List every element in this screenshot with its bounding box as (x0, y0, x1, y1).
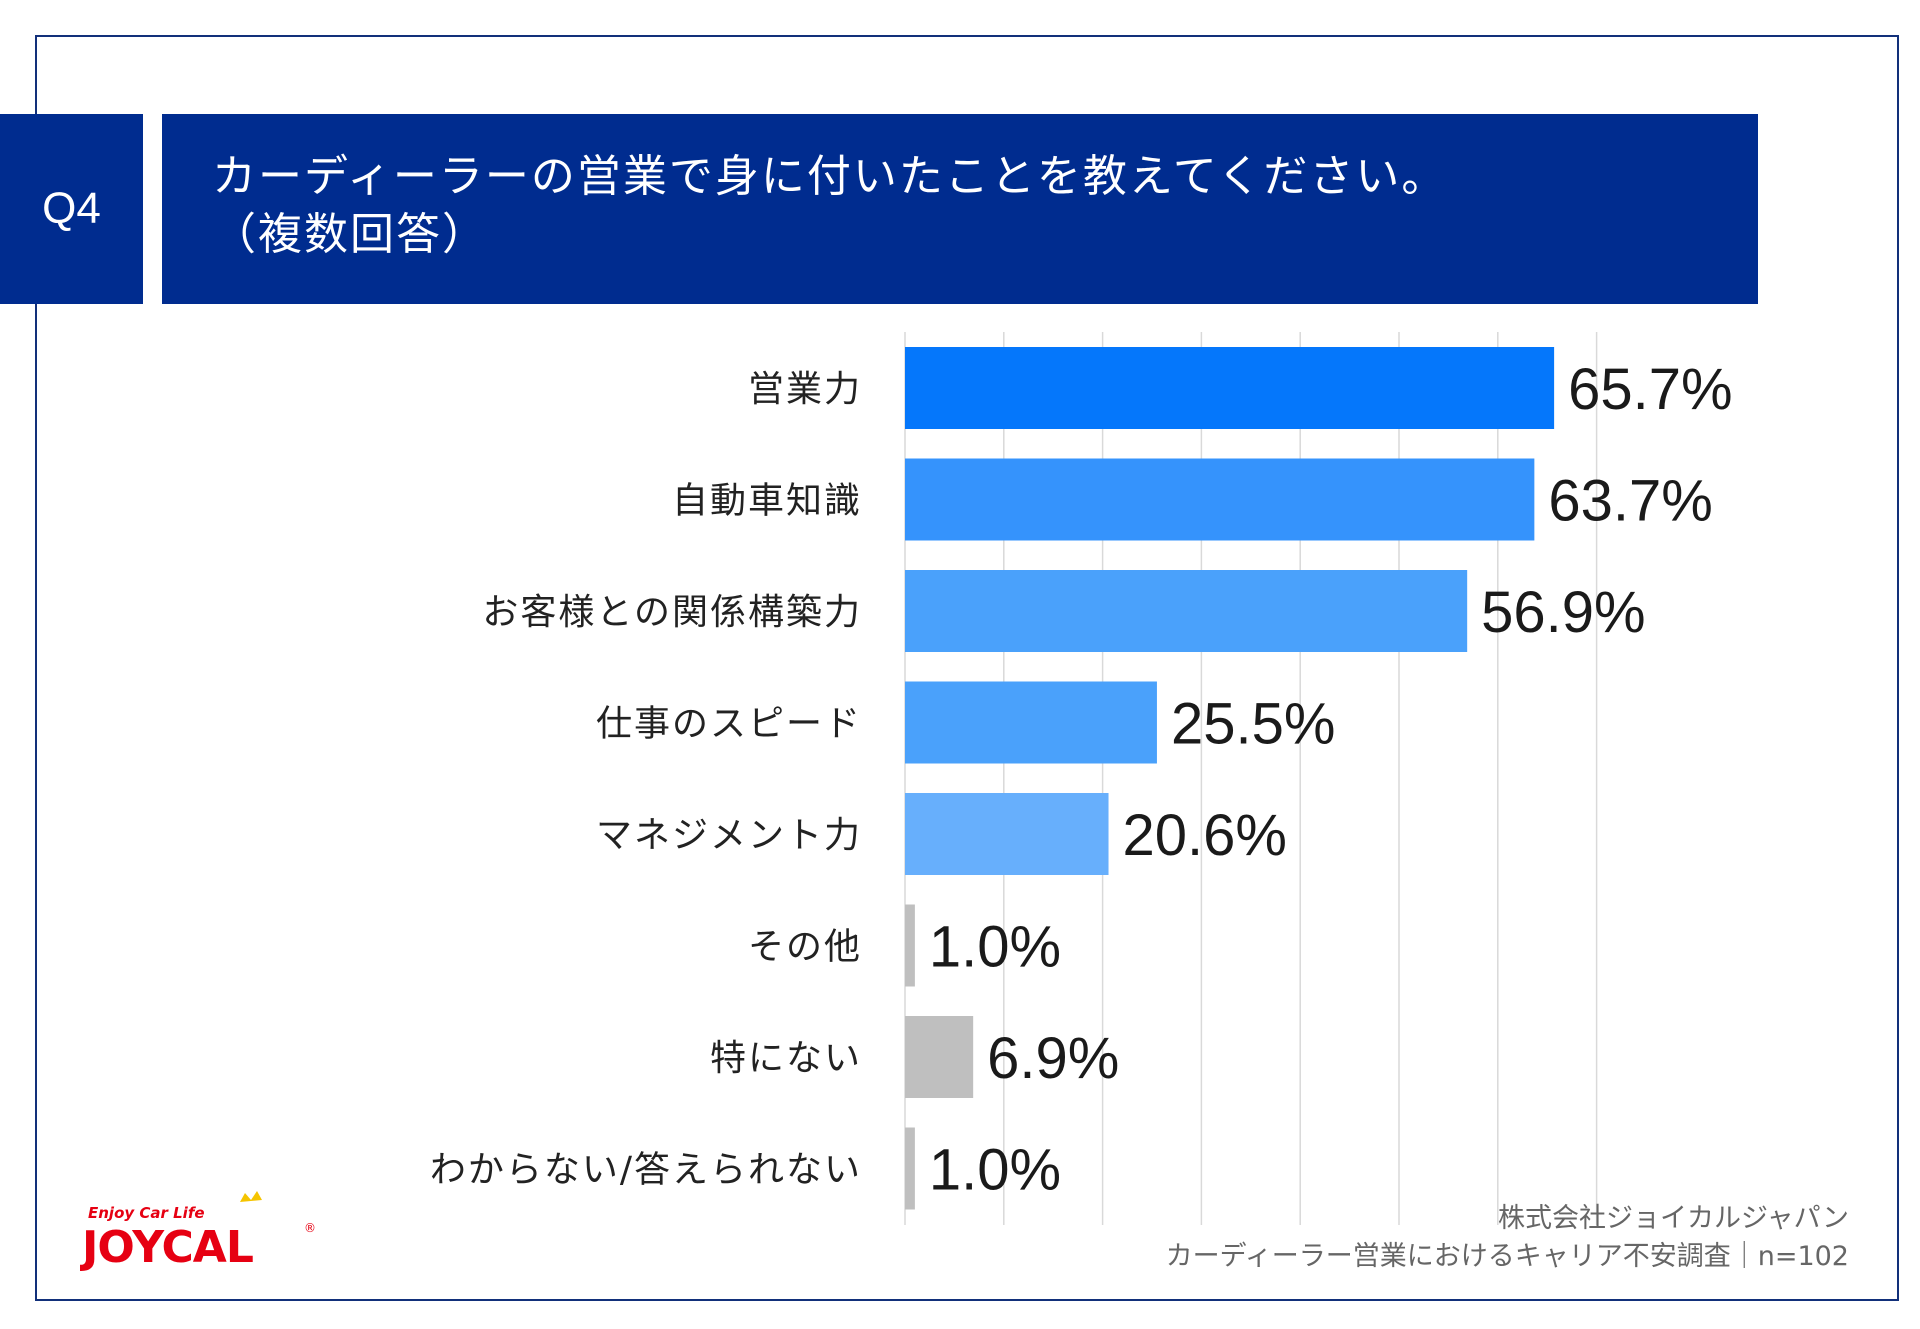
logo-registered-mark: ® (304, 1221, 316, 1235)
value-label: 1.0% (929, 1138, 1061, 1203)
value-label: 1.0% (929, 915, 1061, 980)
value-label: 6.9% (987, 1026, 1119, 1091)
category-label: 仕事のスピード (596, 704, 862, 745)
question-title: カーディーラーの営業で身に付いたことを教えてください。 （複数回答） (162, 114, 1758, 304)
joycal-logo: Enjoy Car Life JOYCAL ® (80, 1191, 316, 1273)
question-title-line2: （複数回答） (212, 209, 488, 260)
category-label: マネジメント力 (596, 815, 862, 856)
bar (905, 1127, 915, 1210)
crown-icon (240, 1191, 262, 1202)
logo-tagline: Enjoy Car Life (88, 1204, 205, 1222)
source-survey: カーディーラー営業におけるキャリア不安調査｜n=102 (1165, 1241, 1849, 1272)
value-label: 25.5% (1171, 692, 1335, 757)
category-label: 営業力 (748, 369, 862, 410)
category-label: わからない/答えられない (430, 1150, 862, 1191)
category-label: お客様との関係構築力 (482, 592, 862, 633)
category-label: 特にない (710, 1038, 862, 1079)
source-company: 株式会社ジョイカルジャパン (1498, 1203, 1849, 1234)
bar (905, 1016, 974, 1098)
value-label: 63.7% (1548, 469, 1712, 534)
question-number-badge: Q4 (0, 114, 143, 304)
bar (905, 570, 1468, 652)
bar (905, 793, 1109, 875)
value-label: 65.7% (1568, 357, 1732, 422)
value-label: 56.9% (1481, 580, 1645, 645)
logo-brand: JOYCAL (80, 1222, 253, 1273)
chart-frame (35, 35, 1899, 1301)
bar (905, 458, 1535, 541)
value-label: 20.6% (1123, 803, 1287, 868)
bar (905, 681, 1157, 764)
bar (905, 347, 1555, 429)
category-label: その他 (748, 927, 862, 968)
bar (905, 904, 915, 987)
question-title-line1: カーディーラーの営業で身に付いたことを教えてください。 (212, 151, 1448, 202)
category-label: 自動車知識 (672, 481, 862, 522)
